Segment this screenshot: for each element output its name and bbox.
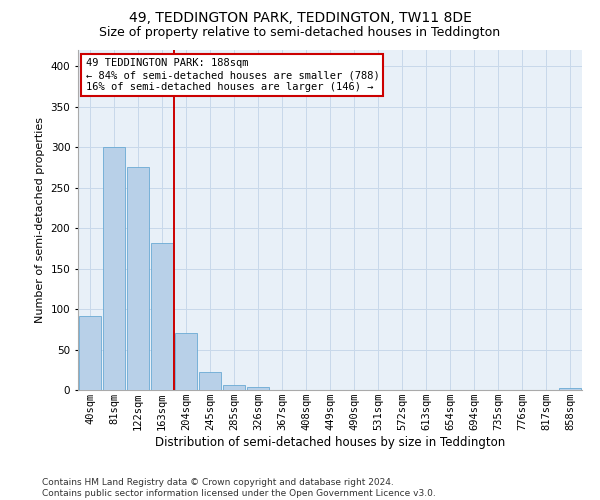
Bar: [223, 385, 245, 390]
Y-axis label: Number of semi-detached properties: Number of semi-detached properties: [35, 117, 45, 323]
X-axis label: Distribution of semi-detached houses by size in Teddington: Distribution of semi-detached houses by …: [155, 436, 505, 449]
Text: 49 TEDDINGTON PARK: 188sqm
← 84% of semi-detached houses are smaller (788)
16% o: 49 TEDDINGTON PARK: 188sqm ← 84% of semi…: [86, 58, 379, 92]
Bar: [559, 388, 581, 390]
Bar: [247, 387, 269, 390]
Bar: [127, 168, 149, 390]
Bar: [151, 244, 173, 390]
Bar: [79, 316, 101, 390]
Text: Size of property relative to semi-detached houses in Teddington: Size of property relative to semi-detach…: [100, 26, 500, 39]
Bar: [199, 372, 221, 390]
Bar: [175, 334, 197, 390]
Bar: [103, 147, 125, 390]
Text: 49, TEDDINGTON PARK, TEDDINGTON, TW11 8DE: 49, TEDDINGTON PARK, TEDDINGTON, TW11 8D…: [128, 11, 472, 25]
Text: Contains HM Land Registry data © Crown copyright and database right 2024.
Contai: Contains HM Land Registry data © Crown c…: [42, 478, 436, 498]
